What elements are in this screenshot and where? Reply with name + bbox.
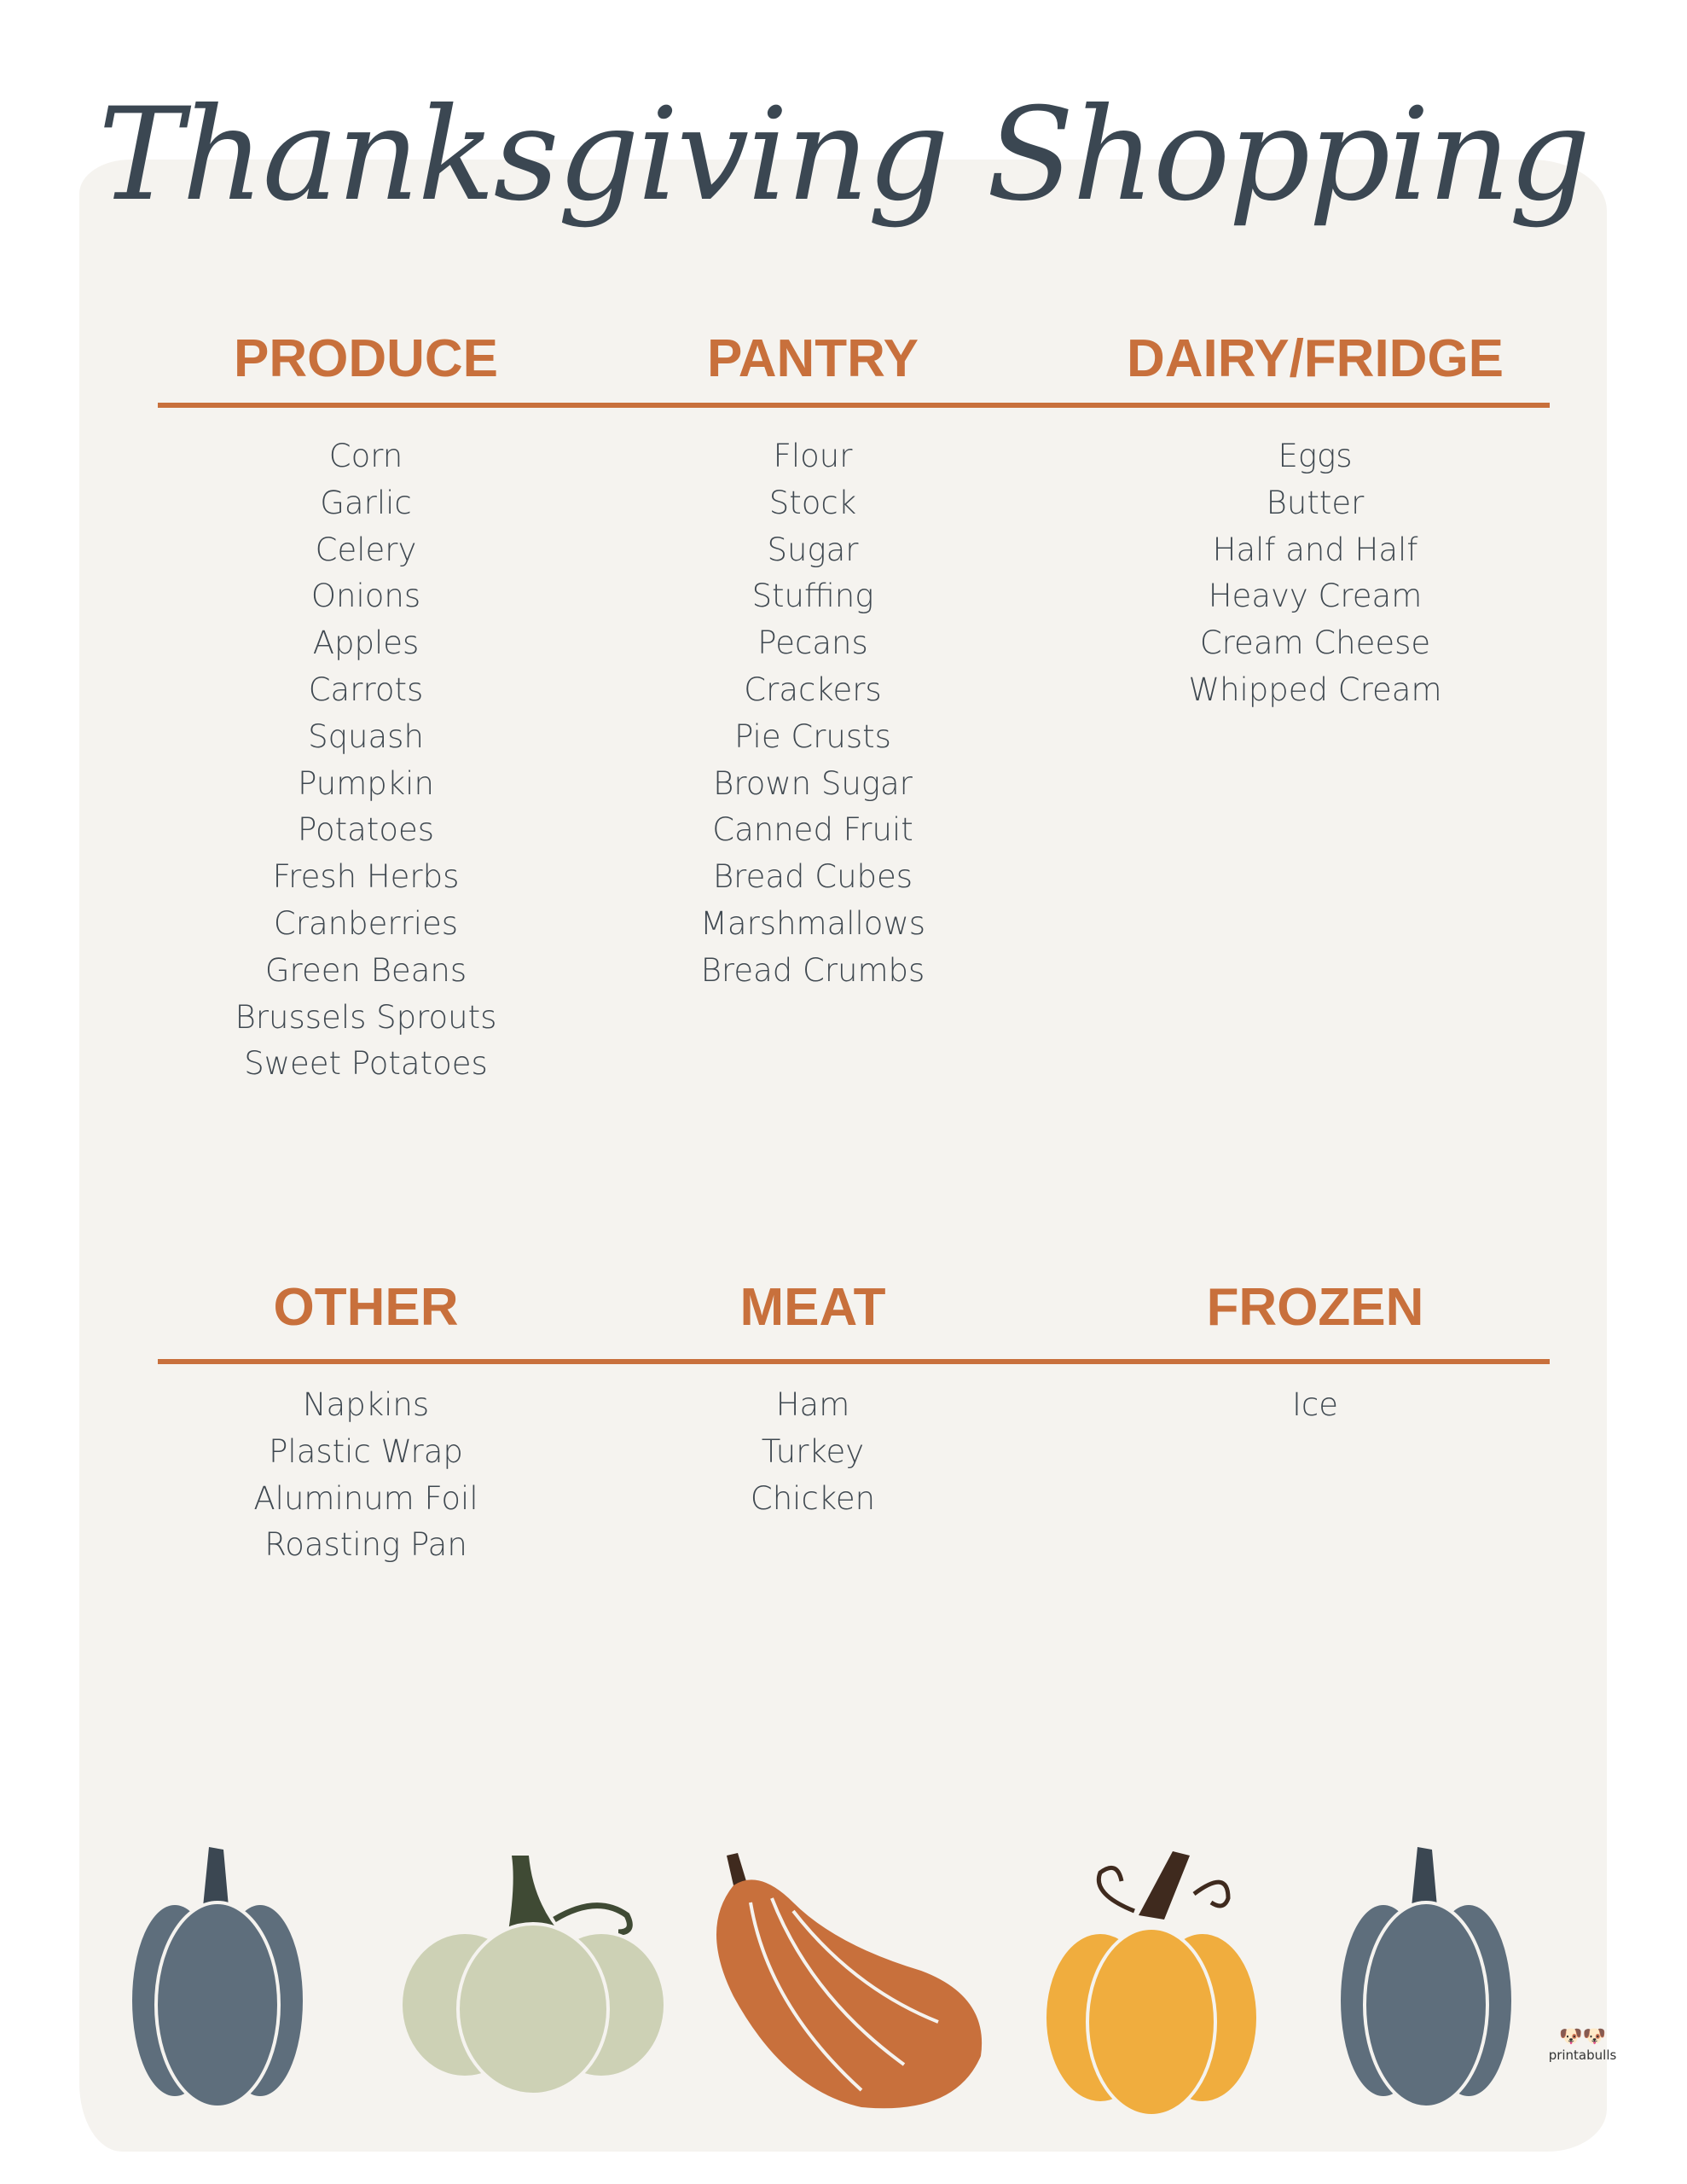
list-item: Sweet Potatoes	[244, 1045, 488, 1083]
section-heading-other: OTHER	[273, 1278, 459, 1337]
list-item: Brown Sugar	[713, 764, 913, 802]
list-item: Bread Cubes	[712, 858, 913, 896]
list-item: Half and Half	[1212, 531, 1418, 568]
list-item: Cream Cheese	[1199, 624, 1431, 662]
list-item: Crackers	[744, 671, 882, 708]
list-item: Pecans	[757, 624, 868, 662]
list-item: Canned Fruit	[712, 811, 913, 849]
list-meat: Ham Turkey Chicken	[574, 1382, 1052, 1522]
list-item: Potatoes	[298, 811, 434, 849]
list-item: Stuffing	[751, 578, 874, 615]
page-title: Thanksgiving Shopping	[98, 81, 1591, 229]
list-item: Sugar	[767, 531, 859, 568]
list-item: Pumpkin	[298, 764, 434, 802]
list-item: Corn	[328, 438, 403, 474]
list-item: Celery	[315, 531, 417, 568]
squash-icon	[716, 1853, 983, 2109]
list-item: Bread Crumbs	[700, 951, 925, 989]
section-heading-meat: MEAT	[739, 1278, 886, 1337]
list-item: Fresh Herbs	[272, 858, 460, 896]
list-pantry: Flour Stock Sugar Stuffing Pecans Crackers Pie…	[574, 433, 1052, 995]
list-item: Chicken	[750, 1479, 876, 1517]
logo-text: printabulls	[1548, 2048, 1617, 2063]
list-item: Flour	[773, 438, 853, 474]
list-item: Green Beans	[264, 951, 467, 989]
list-item: Brussels Sprouts	[235, 998, 497, 1036]
list-item: Cranberries	[273, 904, 459, 942]
list-dairy: Eggs Butter Half and Half Heavy Cream Cream …	[1076, 433, 1554, 714]
french-bulldogs-logo-icon: 🐶🐶	[1559, 2026, 1606, 2048]
pumpkin-illustrations	[132, 1847, 1511, 2117]
list-item: Marshmallows	[700, 904, 925, 942]
list-frozen: Ice	[1076, 1382, 1554, 1429]
section-heading-pantry: PANTRY	[707, 329, 919, 388]
list-item: Apples	[312, 624, 420, 662]
list-item: Turkey	[761, 1432, 865, 1470]
printabulls-logo: 🐶🐶 printabulls	[1542, 2026, 1623, 2063]
section-heading-frozen: FROZEN	[1206, 1278, 1424, 1337]
list-other: Napkins Plastic Wrap Aluminum Foil Roasting…	[127, 1382, 605, 1569]
list-item: Squash	[308, 717, 424, 755]
list-item: Ice	[1291, 1386, 1339, 1423]
list-item: Stock	[768, 484, 857, 521]
list-item: Pie Crusts	[734, 717, 891, 755]
blue-pumpkin-icon	[1341, 1847, 1511, 2109]
background-panel	[79, 160, 1607, 2152]
green-pumpkin-icon	[399, 1856, 667, 2096]
list-item: Carrots	[308, 671, 424, 708]
divider-top	[158, 403, 1550, 408]
list-item: Heavy Cream	[1208, 578, 1423, 615]
list-item: Garlic	[320, 484, 412, 521]
blue-pumpkin-icon	[132, 1847, 303, 2109]
list-item: Onions	[310, 578, 421, 615]
list-item: Plastic Wrap	[269, 1432, 463, 1470]
section-heading-produce: PRODUCE	[233, 329, 499, 388]
list-item: Napkins	[302, 1386, 430, 1423]
list-item: Aluminum Foil	[253, 1479, 478, 1517]
list-item: Ham	[775, 1386, 850, 1423]
orange-pumpkin-icon	[1043, 1851, 1260, 2117]
divider-bottom	[158, 1359, 1550, 1364]
list-item: Butter	[1266, 484, 1365, 521]
list-produce: Corn Garlic Celery Onions Apples Carrots Squas…	[127, 433, 605, 1088]
list-item: Roasting Pan	[264, 1526, 467, 1564]
list-item: Eggs	[1278, 438, 1353, 474]
list-item: Whipped Cream	[1188, 671, 1442, 708]
section-heading-dairy: DAIRY/FRIDGE	[1126, 329, 1504, 388]
